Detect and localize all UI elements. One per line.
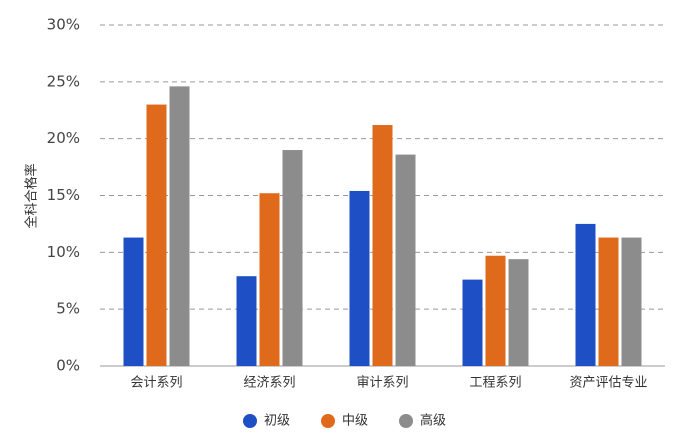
y-tick-label: 5%: [56, 300, 80, 318]
x-tick-label: 资产评估专业: [569, 376, 647, 391]
y-tick-label: 30%: [47, 16, 80, 34]
x-tick-label: 会计系列: [130, 376, 182, 391]
bar: [462, 279, 483, 366]
y-tick-label: 15%: [47, 186, 80, 204]
bar: [485, 255, 506, 366]
bar: [169, 86, 190, 366]
bar: [395, 154, 416, 366]
x-tick-label: 工程系列: [469, 376, 521, 391]
bar: [621, 237, 642, 366]
y-axis-label: 全科合格率: [24, 163, 40, 228]
bar: [575, 223, 596, 366]
legend-marker: [321, 414, 335, 428]
bar: [349, 190, 370, 366]
y-tick-label: 10%: [47, 243, 80, 261]
y-tick-label: 25%: [47, 72, 80, 90]
x-tick-label: 审计系列: [356, 376, 408, 391]
y-tick-label: 20%: [47, 129, 80, 147]
legend-label: 高级: [420, 413, 446, 429]
bar: [146, 104, 167, 367]
legend-marker: [243, 414, 257, 428]
bar: [282, 150, 303, 366]
y-tick-label: 0%: [56, 357, 80, 375]
legend-label: 初级: [264, 414, 290, 429]
bar: [123, 237, 144, 366]
bar: [259, 193, 280, 366]
bar: [508, 259, 529, 366]
bar: [236, 276, 257, 366]
legend-label: 中级: [342, 414, 368, 429]
bar: [372, 125, 393, 366]
x-tick-label: 经济系列: [243, 376, 295, 391]
bar: [598, 237, 619, 366]
legend-marker: [399, 414, 413, 428]
